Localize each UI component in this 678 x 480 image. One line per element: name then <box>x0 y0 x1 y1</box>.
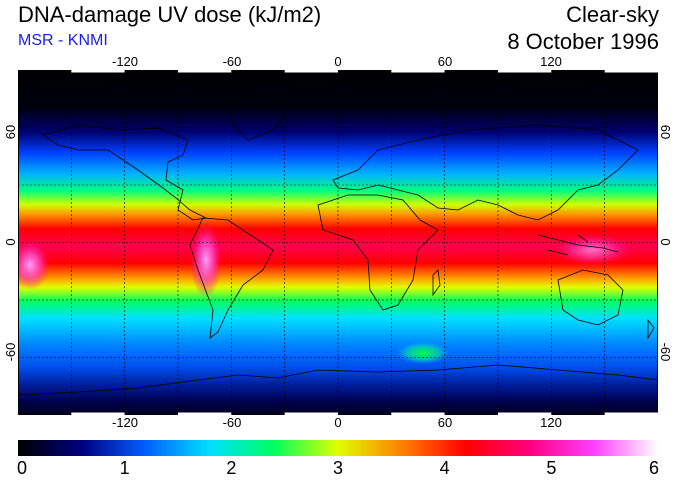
lat-tick-right: 0 <box>658 238 673 246</box>
colorbar-gradient <box>18 440 658 456</box>
lon-tick-top: 0 <box>334 54 342 69</box>
coast-africa <box>317 194 439 311</box>
lat-tick-left: -60 <box>3 342 18 362</box>
frame-ticks <box>71 70 658 415</box>
sky-condition-label: Clear-sky <box>566 2 659 27</box>
uv-dose-map <box>18 70 658 415</box>
colorbar-tick-label: 4 <box>439 458 450 478</box>
coast-north-america <box>42 124 208 221</box>
uv-anomaly-southern-ocean <box>397 342 449 364</box>
coast-new-zealand <box>647 318 655 340</box>
lon-tick-bottom: 60 <box>437 415 453 430</box>
lat-tick-right: -60 <box>658 342 673 362</box>
coast-greenland <box>227 94 289 141</box>
colorbar-tick-label: 0 <box>16 458 27 478</box>
coast-australia <box>557 269 624 326</box>
lon-tick-top: 120 <box>540 54 562 69</box>
lon-tick-bottom: 0 <box>334 415 342 430</box>
lon-tick-bottom: -120 <box>111 415 139 430</box>
coast-madagascar <box>432 269 441 297</box>
lon-tick-top: -120 <box>111 54 139 69</box>
lat-tick-right: 60 <box>658 124 673 140</box>
coast-south-america <box>189 217 274 339</box>
graticule <box>18 70 658 415</box>
lat-tick-left: 0 <box>3 238 18 246</box>
date-label: 8 October 1996 <box>507 29 659 54</box>
coast-antarctica <box>18 364 658 396</box>
lon-tick-top: 60 <box>437 54 453 69</box>
uv-hotspot-indonesia <box>553 234 633 266</box>
lon-tick-bottom: 120 <box>540 415 562 430</box>
lat-tick-left: 60 <box>3 124 18 140</box>
colorbar-tick-label: 3 <box>332 458 343 478</box>
lon-tick-bottom: -60 <box>222 415 242 430</box>
coastlines <box>18 94 658 396</box>
map-title: DNA-damage UV dose (kJ/m2) <box>18 2 322 27</box>
colorbar-tick-label: 2 <box>226 458 237 478</box>
colorbar-tick-label: 5 <box>546 458 557 478</box>
colorbar <box>18 440 658 456</box>
source-label: MSR - KNMI <box>18 32 108 49</box>
uv-hotspot-andes <box>190 222 222 298</box>
colorbar-tick-label: 6 <box>648 458 659 478</box>
uv-hotspot-southwest <box>18 240 50 290</box>
lon-tick-top: -60 <box>222 54 242 69</box>
colorbar-tick-label: 1 <box>119 458 130 478</box>
coast-europe-asia <box>332 124 639 221</box>
